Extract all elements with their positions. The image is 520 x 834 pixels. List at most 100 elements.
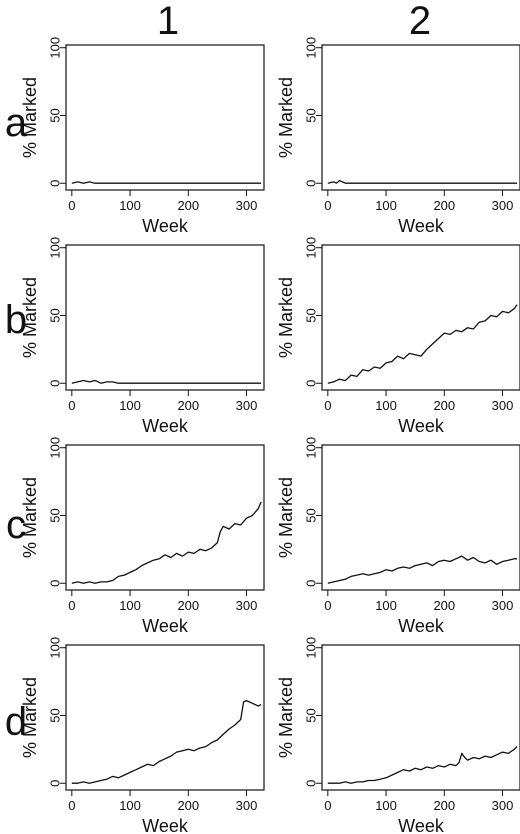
x-tick-label: 200 bbox=[177, 598, 199, 613]
x-tick-label: 200 bbox=[177, 198, 199, 213]
y-tick-label: 50 bbox=[303, 708, 318, 722]
row-label-a: a bbox=[5, 101, 28, 145]
x-axis-title: Week bbox=[398, 416, 445, 436]
y-tick-label: 0 bbox=[303, 180, 318, 187]
panel-c1: 0 50 100 0 100 200 300 Week % Marked bbox=[20, 437, 265, 636]
x-tick-label: 200 bbox=[433, 798, 455, 813]
y-tick-label: 0 bbox=[303, 780, 318, 787]
x-tick-label: 0 bbox=[68, 598, 75, 613]
y-tick-label: 0 bbox=[47, 580, 62, 587]
x-tick-label: 300 bbox=[492, 398, 514, 413]
row-label-d: d bbox=[5, 700, 27, 744]
x-tick-label: 0 bbox=[324, 198, 331, 213]
row-label-c: c bbox=[6, 503, 26, 547]
x-axis-title: Week bbox=[398, 816, 445, 834]
y-axis-title: % Marked bbox=[20, 277, 40, 358]
x-tick-label: 0 bbox=[324, 798, 331, 813]
y-tick-label: 100 bbox=[47, 437, 62, 459]
panel-a1: 0 50 100 0 100 200 300 Week % Marked bbox=[20, 37, 265, 236]
plot-frame bbox=[65, 244, 265, 391]
y-axis-title: % Marked bbox=[20, 77, 40, 158]
x-tick-label: 100 bbox=[119, 398, 141, 413]
x-tick-label: 100 bbox=[119, 198, 141, 213]
x-axis-title: Week bbox=[398, 216, 445, 236]
x-tick-label: 100 bbox=[375, 798, 397, 813]
x-axis-title: Week bbox=[142, 616, 189, 636]
plot-frame bbox=[65, 644, 265, 791]
panel-grid: 0 50 100 0 100 200 300 Week % Marked 0 50 100 0 100 20… bbox=[20, 37, 520, 834]
y-axis-title: % Marked bbox=[276, 77, 296, 158]
x-tick-label: 0 bbox=[324, 398, 331, 413]
y-axis-title: % Marked bbox=[20, 677, 40, 758]
row-label-b: b bbox=[5, 298, 27, 342]
panel-d2: 0 50 100 0 100 200 300 Week % Marked bbox=[276, 637, 520, 834]
x-tick-label: 200 bbox=[177, 398, 199, 413]
y-tick-label: 50 bbox=[47, 508, 62, 522]
y-tick-label: 50 bbox=[47, 108, 62, 122]
plot-frame bbox=[321, 444, 520, 591]
y-tick-label: 100 bbox=[47, 37, 62, 59]
y-axis-title: % Marked bbox=[20, 477, 40, 558]
y-tick-label: 100 bbox=[303, 37, 318, 59]
plot-frame bbox=[321, 644, 520, 791]
x-tick-label: 100 bbox=[119, 598, 141, 613]
column-label-1: 1 bbox=[157, 0, 179, 43]
panel-b1: 0 50 100 0 100 200 300 Week % Marked bbox=[20, 237, 265, 436]
x-tick-label: 300 bbox=[492, 598, 514, 613]
x-tick-label: 200 bbox=[177, 798, 199, 813]
plot-frame bbox=[321, 244, 520, 391]
x-tick-label: 300 bbox=[236, 598, 258, 613]
plot-frame bbox=[65, 44, 265, 191]
series-line bbox=[71, 379, 262, 384]
x-tick-label: 300 bbox=[236, 398, 258, 413]
x-tick-label: 300 bbox=[492, 798, 514, 813]
x-tick-label: 100 bbox=[375, 598, 397, 613]
x-tick-label: 300 bbox=[236, 798, 258, 813]
y-tick-label: 50 bbox=[303, 308, 318, 322]
x-tick-label: 300 bbox=[492, 198, 514, 213]
panel-b2: 0 50 100 0 100 200 300 Week % Marked bbox=[276, 237, 520, 436]
y-axis-title: % Marked bbox=[276, 277, 296, 358]
y-tick-label: 50 bbox=[47, 708, 62, 722]
y-tick-label: 50 bbox=[47, 308, 62, 322]
x-axis-title: Week bbox=[142, 416, 189, 436]
y-tick-label: 0 bbox=[303, 580, 318, 587]
x-tick-label: 200 bbox=[433, 198, 455, 213]
x-tick-label: 0 bbox=[68, 398, 75, 413]
y-tick-label: 0 bbox=[47, 780, 62, 787]
series-line bbox=[327, 304, 518, 384]
y-tick-label: 100 bbox=[303, 637, 318, 659]
plot-frame bbox=[321, 44, 520, 191]
y-tick-label: 0 bbox=[303, 380, 318, 387]
x-axis-title: Week bbox=[142, 816, 189, 834]
x-axis-title: Week bbox=[142, 216, 189, 236]
series-line bbox=[71, 699, 262, 784]
y-tick-label: 100 bbox=[303, 437, 318, 459]
y-tick-label: 0 bbox=[47, 380, 62, 387]
column-label-2: 2 bbox=[409, 0, 431, 43]
y-tick-label: 100 bbox=[47, 637, 62, 659]
plot-frame bbox=[65, 444, 265, 591]
x-tick-label: 100 bbox=[375, 398, 397, 413]
series-line bbox=[327, 179, 518, 184]
y-tick-label: 100 bbox=[47, 237, 62, 259]
x-tick-label: 300 bbox=[236, 198, 258, 213]
series-line bbox=[327, 746, 518, 784]
y-axis-title: % Marked bbox=[276, 677, 296, 758]
y-tick-label: 0 bbox=[47, 180, 62, 187]
x-tick-label: 100 bbox=[119, 798, 141, 813]
panel-a2: 0 50 100 0 100 200 300 Week % Marked bbox=[276, 37, 520, 236]
x-tick-label: 200 bbox=[433, 398, 455, 413]
x-tick-label: 100 bbox=[375, 198, 397, 213]
x-tick-label: 0 bbox=[68, 798, 75, 813]
y-tick-label: 50 bbox=[303, 508, 318, 522]
panel-d1: 0 50 100 0 100 200 300 Week % Marked bbox=[20, 637, 265, 834]
y-tick-label: 50 bbox=[303, 108, 318, 122]
series-line bbox=[71, 181, 262, 184]
x-tick-label: 0 bbox=[324, 598, 331, 613]
x-axis-title: Week bbox=[398, 616, 445, 636]
series-line bbox=[327, 555, 518, 584]
panel-c2: 0 50 100 0 100 200 300 Week % Marked bbox=[276, 437, 520, 636]
x-tick-label: 200 bbox=[433, 598, 455, 613]
y-axis-title: % Marked bbox=[276, 477, 296, 558]
